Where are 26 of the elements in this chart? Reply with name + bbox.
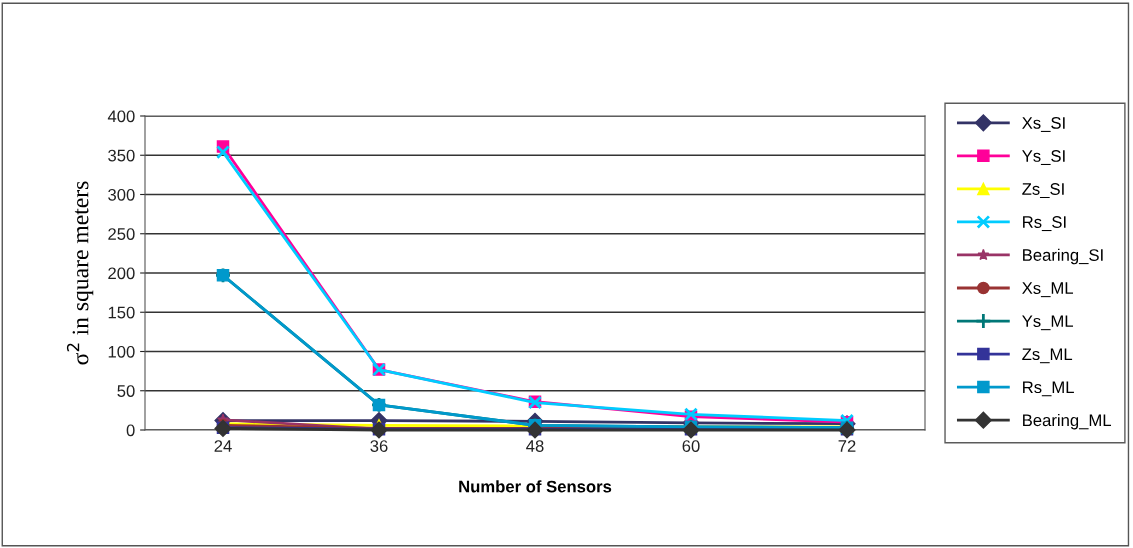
y-tick-label: 0 [126, 424, 135, 437]
x-tick-label: 24 [214, 440, 232, 452]
legend-label: Rs_SI [1023, 216, 1066, 232]
x-tick-label: 60 [682, 440, 700, 452]
legend-label: Xs_SI [1022, 117, 1065, 132]
legend-label: Zs_SI [1022, 183, 1064, 199]
legend-label: Ys_SI [1022, 150, 1065, 165]
y-tick-label: 400 [107, 110, 135, 123]
legend-label: Rs_ML [1023, 381, 1074, 397]
x-tick-label: 36 [370, 440, 388, 452]
y-axis-title: σ$^{2}$ in square meters [66, 181, 94, 365]
legend-label: Zs_ML [1022, 348, 1073, 364]
y-tick-label: 350 [108, 149, 135, 162]
x-tick-label: 48 [526, 440, 544, 452]
y-tick-label: 200 [108, 267, 135, 280]
y-tick-label: 50 [117, 385, 135, 397]
legend-label: Bearing_SI [1023, 248, 1103, 265]
x-axis-title: Number of Sensors [459, 480, 612, 493]
x-tick-label: 72 [838, 440, 856, 452]
legend-label: Bearing_ML [1023, 413, 1112, 430]
y-tick-label: 300 [108, 188, 135, 201]
y-tick-label: 100 [108, 345, 135, 358]
legend-label: Ys_ML [1022, 315, 1074, 331]
y-tick-label: 150 [108, 306, 135, 319]
legend-label: Xs_ML [1022, 282, 1074, 298]
y-tick-label: 250 [108, 228, 135, 240]
